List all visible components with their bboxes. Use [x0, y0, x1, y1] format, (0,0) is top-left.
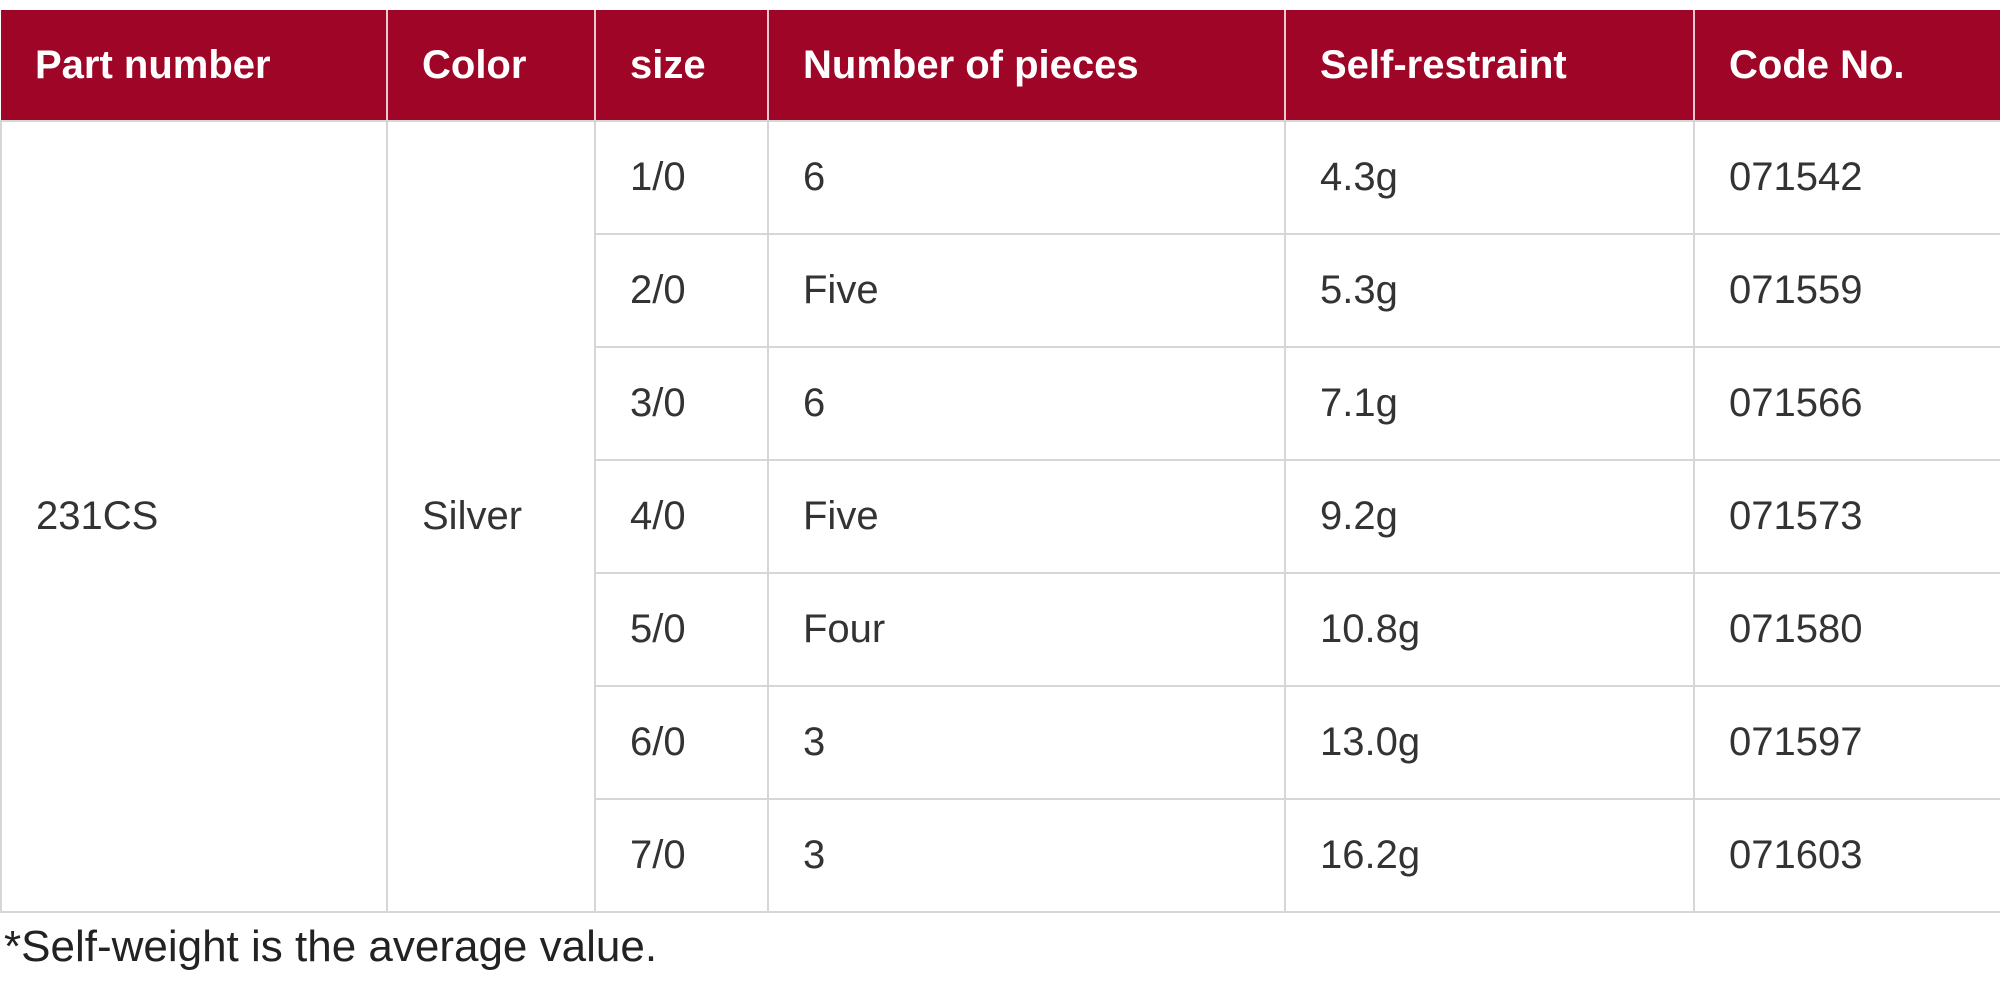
- header-number-of-pieces: Number of pieces: [768, 10, 1286, 121]
- cell-pieces: 6: [767, 120, 1286, 235]
- cell-code: 071603: [1693, 798, 2000, 913]
- cell-weight: 16.2g: [1284, 798, 1695, 913]
- cell-size: 7/0: [594, 798, 769, 913]
- cell-size: 1/0: [594, 120, 769, 235]
- cell-pieces: 6: [767, 346, 1286, 461]
- table-row: 3/0 6 7.1g 071566: [1, 346, 2000, 461]
- cell-code: 071573: [1693, 459, 2000, 574]
- table-row: 231CS Silver 1/0 6 4.3g 071542: [0, 120, 2000, 913]
- cell-size: 3/0: [594, 346, 769, 461]
- cell-weight: 4.3g: [1284, 120, 1695, 235]
- cell-size: 4/0: [594, 459, 769, 574]
- cell-pieces: Four: [767, 572, 1286, 687]
- table-header-row: Part number Color size Number of pieces …: [1, 10, 2000, 121]
- cell-code: 071542: [1693, 120, 2000, 235]
- cell-pieces: 3: [767, 685, 1286, 800]
- header-code-no: Code No.: [1694, 10, 2000, 121]
- table-row: 4/0 Five 9.2g 071573: [1, 459, 2000, 574]
- cell-code: 071559: [1693, 233, 2000, 348]
- cell-code: 071580: [1693, 572, 2000, 687]
- cell-size: 5/0: [594, 572, 769, 687]
- footnote: *Self-weight is the average value.: [4, 922, 658, 971]
- table-row: 2/0 Five 5.3g 071559: [1, 233, 2000, 348]
- cell-code: 071566: [1693, 346, 2000, 461]
- cell-code: 071597: [1693, 685, 2000, 800]
- cell-weight: 7.1g: [1284, 346, 1695, 461]
- cell-pieces: Five: [767, 459, 1286, 574]
- header-color: Color: [387, 10, 596, 121]
- header-size: size: [595, 10, 769, 121]
- header-self-restraint: Self-restraint: [1285, 10, 1695, 121]
- cell-color: Silver: [386, 120, 596, 913]
- cell-weight: 5.3g: [1284, 233, 1695, 348]
- table-row: 6/0 3 13.0g 071597: [1, 685, 2000, 800]
- cell-part-number: 231CS: [0, 120, 388, 913]
- cell-weight: 13.0g: [1284, 685, 1695, 800]
- cell-size: 6/0: [594, 685, 769, 800]
- cell-weight: 9.2g: [1284, 459, 1695, 574]
- table-row: 7/0 3 16.2g 071603: [1, 798, 2000, 913]
- cell-size: 2/0: [594, 233, 769, 348]
- cell-pieces: 3: [767, 798, 1286, 913]
- product-spec-table: Part number Color size Number of pieces …: [0, 10, 2000, 913]
- cell-weight: 10.8g: [1284, 572, 1695, 687]
- header-part-number: Part number: [1, 10, 388, 121]
- table-row: 5/0 Four 10.8g 071580: [1, 572, 2000, 687]
- cell-pieces: Five: [767, 233, 1286, 348]
